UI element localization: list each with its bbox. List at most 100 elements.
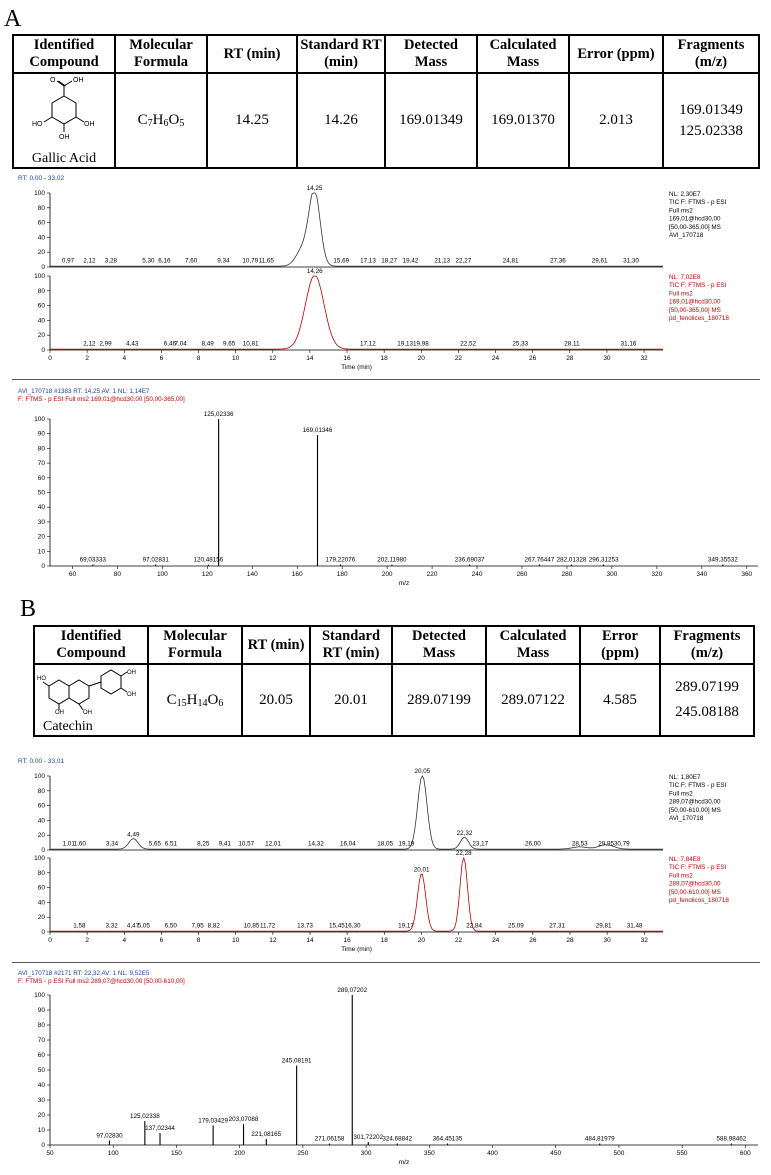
header-std-rt: Standard RT (min) bbox=[296, 34, 386, 74]
bottom-trace-info: Full ms2 bbox=[669, 872, 693, 879]
bottom-trace-info: Full ms2 bbox=[669, 290, 693, 297]
peak-label: 31,16 bbox=[621, 341, 637, 348]
top-trace-info: AVI_170718 bbox=[669, 232, 704, 239]
peak-label: 14,25 bbox=[307, 185, 323, 192]
top-trace-line bbox=[50, 775, 663, 850]
peak-label: 2,12 bbox=[83, 258, 96, 265]
peak-label: 29,81 bbox=[596, 923, 612, 930]
x-axis-title: Time (min) bbox=[341, 946, 372, 953]
bottom-trace-info: [50,00-610,00] MS bbox=[669, 889, 721, 896]
spectrum-peak-label: 120,48156 bbox=[194, 557, 224, 564]
peak-label: 14,32 bbox=[308, 841, 324, 848]
y-tick-label: 90 bbox=[38, 431, 46, 438]
header-error: Error (ppm) bbox=[579, 625, 661, 665]
x-tick-label: 80 bbox=[114, 571, 122, 578]
y-tick-label: 40 bbox=[38, 317, 46, 324]
header-rt: RT (min) bbox=[206, 34, 298, 74]
x-tick-label: 50 bbox=[46, 1150, 54, 1157]
x-tick-label: 8 bbox=[197, 355, 201, 362]
y-tick-label: 30 bbox=[38, 1097, 46, 1104]
header-identified: Identified Compound bbox=[12, 34, 116, 74]
peak-label: 2,12 bbox=[83, 341, 96, 348]
peak-label: 5,65 bbox=[149, 841, 162, 848]
spectrum-peak-label: 203,07088 bbox=[229, 1116, 259, 1123]
spectrum-peak-label: 301,72202 bbox=[353, 1134, 383, 1141]
y-tick-label: 80 bbox=[38, 788, 46, 795]
x-tick-label: 2 bbox=[85, 355, 89, 362]
peak-label: 4,43 bbox=[126, 341, 139, 348]
peak-label: 3,34 bbox=[106, 841, 119, 848]
top-trace-info: TIC F: FTMS - p ESI bbox=[669, 199, 727, 206]
panel-letter-a: A bbox=[4, 6, 22, 32]
compound-table-a: Identified Compound Molecular Formula RT… bbox=[12, 34, 760, 169]
peak-label: 22,32 bbox=[457, 830, 473, 837]
peak-label: 16,30 bbox=[345, 923, 361, 930]
bottom-trace-line bbox=[50, 275, 663, 350]
y-tick-label: 60 bbox=[38, 475, 46, 482]
peak-label: 9,34 bbox=[217, 258, 230, 265]
fragment-2: 245.08188 bbox=[675, 704, 739, 720]
y-tick-label: 40 bbox=[38, 1082, 46, 1089]
peak-label: 22,27 bbox=[456, 258, 472, 265]
spectrum-peak-label: 221,08165 bbox=[251, 1131, 281, 1138]
x-tick-label: 140 bbox=[247, 571, 258, 578]
x-tick-label: 18 bbox=[381, 355, 389, 362]
peak-label: 17,12 bbox=[360, 341, 376, 348]
peak-label: 15,45 bbox=[329, 923, 345, 930]
svg-text:O: O bbox=[50, 77, 56, 84]
y-tick-label: 20 bbox=[38, 332, 46, 339]
peak-label: 11,72 bbox=[260, 923, 276, 930]
x-tick-label: 360 bbox=[741, 571, 752, 578]
y-tick-label: 20 bbox=[38, 534, 46, 541]
x-tick-label: 18 bbox=[381, 937, 389, 944]
y-tick-label: 60 bbox=[38, 220, 46, 227]
x-tick-label: 6 bbox=[160, 355, 164, 362]
peak-label: 19,98 bbox=[413, 341, 429, 348]
bottom-trace-info: TIC F: FTMS - p ESI bbox=[669, 282, 727, 289]
peak-label: 13,73 bbox=[297, 923, 313, 930]
x-tick-label: 550 bbox=[677, 1150, 688, 1157]
spectrum-peak-label: 364,45135 bbox=[433, 1136, 463, 1143]
spectrum-peak-label: 179,22076 bbox=[326, 557, 356, 564]
header-calculated: Calculated Mass bbox=[476, 34, 570, 74]
x-tick-label: 450 bbox=[550, 1150, 561, 1157]
bottom-trace-line bbox=[50, 856, 663, 932]
spectrum-peak-label: 282,01328 bbox=[557, 557, 587, 564]
x-tick-label: 12 bbox=[269, 355, 277, 362]
x-tick-label: 26 bbox=[529, 937, 537, 944]
peak-label: 4,47 bbox=[127, 923, 140, 930]
header-fragments: Fragments (m/z) bbox=[662, 34, 760, 74]
x-tick-label: 150 bbox=[171, 1150, 182, 1157]
y-tick-label: 70 bbox=[38, 460, 46, 467]
peak-label: 1,58 bbox=[73, 923, 86, 930]
x-tick-label: 300 bbox=[606, 571, 617, 578]
x-tick-label: 16 bbox=[343, 355, 351, 362]
x-tick-label: 20 bbox=[418, 355, 426, 362]
x-tick-label: 10 bbox=[232, 937, 240, 944]
y-tick-label: 70 bbox=[38, 1037, 46, 1044]
spectrum-filter: F: FTMS - p ESI Full ms2 289,07@hcd30,00… bbox=[18, 978, 185, 985]
panel-letter-b: B bbox=[20, 596, 37, 622]
top-trace-info: 289,07@hcd30,00 bbox=[669, 799, 721, 806]
top-trace-info: TIC F: FTMS - p ESI bbox=[669, 782, 727, 789]
peak-label: 28,53 bbox=[572, 841, 588, 848]
peak-label: 29,61 bbox=[592, 258, 608, 265]
x-tick-label: 400 bbox=[487, 1150, 498, 1157]
compound-name: Catechin bbox=[43, 718, 93, 734]
header-formula: Molecular Formula bbox=[147, 625, 243, 665]
y-tick-label: 80 bbox=[38, 445, 46, 452]
std-rt-cell: 14.26 bbox=[296, 72, 386, 169]
svg-text:OH: OH bbox=[84, 121, 95, 128]
y-tick-label: 20 bbox=[38, 914, 46, 921]
x-tick-label: 28 bbox=[566, 937, 574, 944]
peak-label: 20,01 bbox=[414, 866, 430, 873]
separator-a bbox=[12, 379, 760, 380]
x-tick-label: 16 bbox=[344, 937, 352, 944]
peak-label: 7,04 bbox=[175, 341, 188, 348]
spectrum-peak-label: 289,07202 bbox=[337, 987, 367, 994]
x-tick-label: 240 bbox=[472, 571, 483, 578]
x-tick-label: 24 bbox=[492, 355, 500, 362]
peak-label: 20,05 bbox=[414, 768, 430, 775]
top-trace-info: Full ms2 bbox=[669, 207, 693, 214]
